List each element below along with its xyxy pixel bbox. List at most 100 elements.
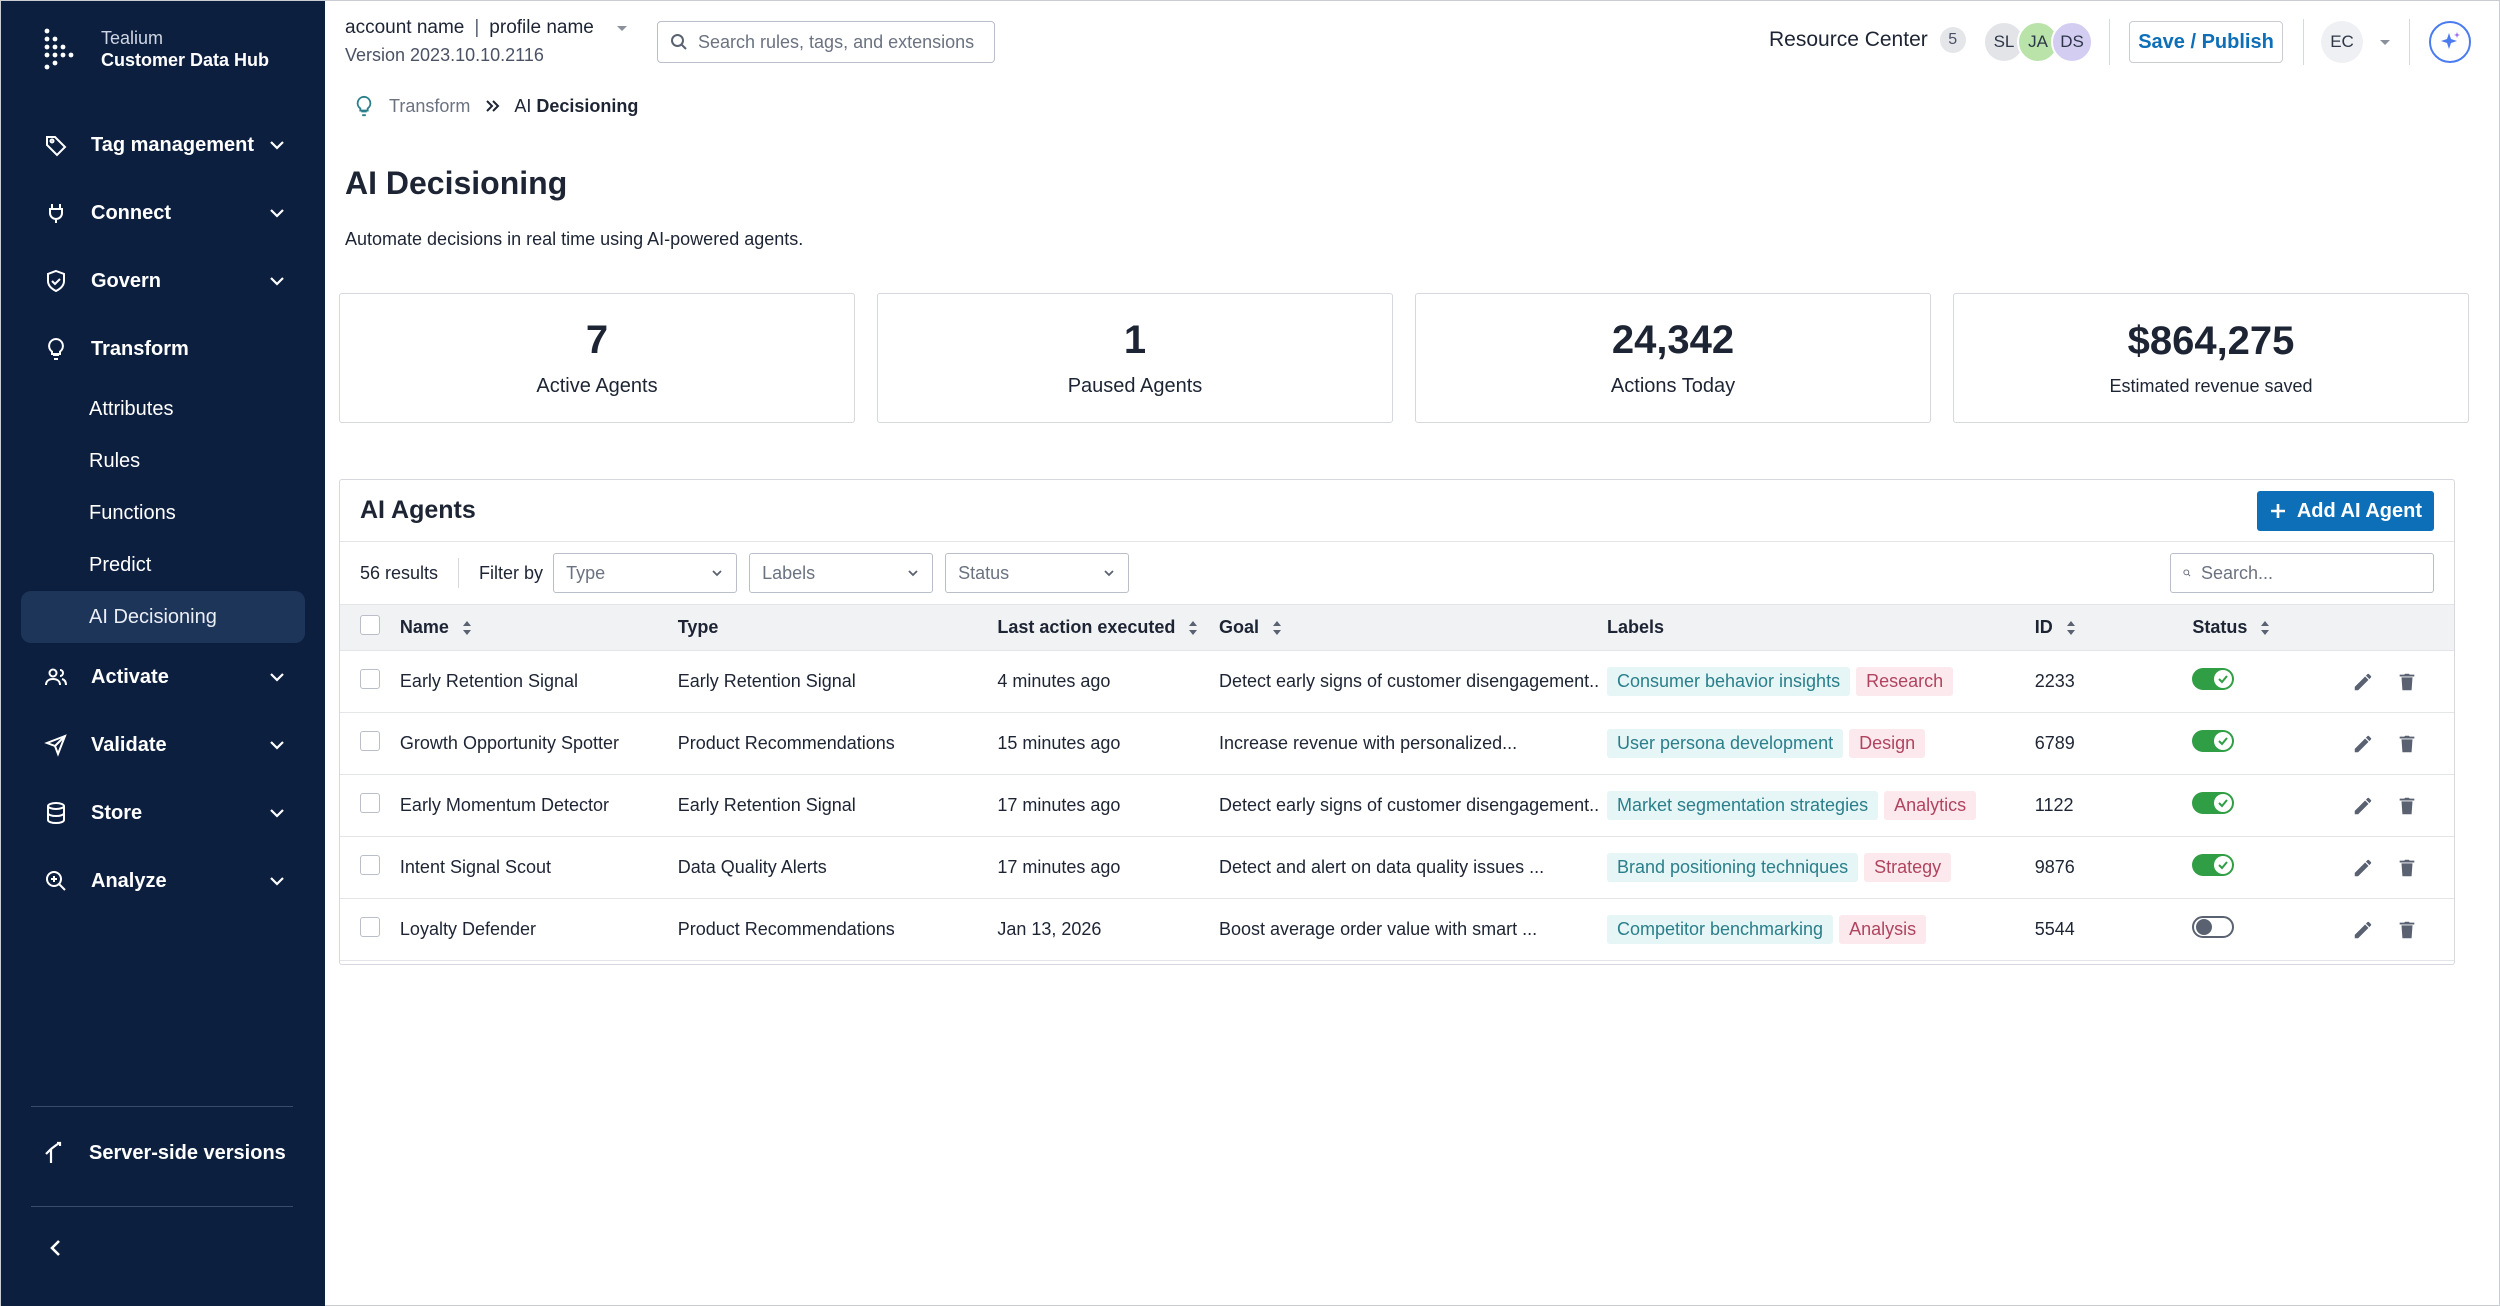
status-toggle[interactable] [2192, 854, 2235, 876]
toggle-knob [2214, 732, 2233, 750]
table-search[interactable] [2170, 553, 2434, 593]
table-row[interactable]: Growth Opportunity Spotter Product Recom… [340, 712, 2454, 775]
agent-labels: Consumer behavior insights Research [1606, 650, 2035, 713]
stat-label: Actions Today [1610, 375, 1736, 397]
sidebar-item-validate[interactable]: Validate [21, 711, 305, 779]
trash-icon[interactable] [2396, 671, 2418, 693]
sidebar-item-govern[interactable]: Govern [21, 247, 305, 315]
check-icon [2218, 799, 2229, 808]
lightbulb-icon [356, 95, 372, 117]
edit-pencil-icon[interactable] [2352, 795, 2374, 817]
sidebar-item-tag-management[interactable]: Tag management [21, 111, 305, 179]
stat-card-revenue-saved: $864,275 Estimated revenue saved [1953, 293, 2469, 423]
sidebar-item-transform[interactable]: Transform [21, 315, 305, 383]
sidebar-subitem-ai-decisioning[interactable]: AI Decisioning [21, 591, 305, 643]
column-header-id[interactable]: ID [2034, 604, 2193, 651]
edit-pencil-icon[interactable] [2352, 733, 2374, 755]
global-search-input[interactable] [698, 31, 994, 53]
resource-center-button[interactable]: Resource Center 5 [1769, 27, 1966, 53]
status-toggle[interactable] [2192, 792, 2235, 814]
account-selector[interactable]: account name | profile name Version 2023… [345, 17, 630, 66]
label-tag: Competitor benchmarking [1606, 915, 1834, 944]
chevron-down-icon [1104, 570, 1114, 577]
column-header-last-action[interactable]: Last action executed [997, 604, 1219, 651]
select-all-checkbox[interactable] [360, 615, 380, 635]
chevron-down-icon [270, 277, 284, 286]
labels-filter-select[interactable]: Labels [749, 553, 934, 593]
label-tag: Research [1856, 667, 1954, 696]
server-side-versions-link[interactable]: Server-side versions [43, 1141, 286, 1165]
agent-type: Product Recommendations [677, 898, 998, 961]
agent-labels: Brand positioning techniques Strategy [1606, 836, 2035, 899]
stat-value: 1 [1123, 318, 1147, 362]
column-header-goal[interactable]: Goal [1218, 604, 1607, 651]
agent-id: 5544 [2034, 898, 2193, 961]
panel-title: AI Agents [360, 496, 476, 524]
row-checkbox[interactable] [360, 793, 380, 813]
status-filter-value: Status [958, 562, 1010, 583]
agent-goal: Increase revenue with personalized... [1218, 712, 1607, 775]
row-checkbox[interactable] [360, 855, 380, 875]
table-row[interactable]: Loyalty Defender Product Recommendations… [340, 898, 2454, 961]
sidebar-item-activate[interactable]: Activate [21, 643, 305, 711]
agent-id: 9876 [2034, 836, 2193, 899]
brand[interactable]: Tealium Customer Data Hub [41, 27, 269, 71]
breadcrumb-transform-link[interactable]: Transform [389, 95, 471, 116]
sort-icon [2066, 620, 2075, 635]
toggle-knob [2214, 794, 2233, 812]
edit-pencil-icon[interactable] [2352, 857, 2374, 879]
sort-icon [2261, 620, 2270, 635]
column-header-name[interactable]: Name [399, 604, 678, 651]
plus-icon [2270, 504, 2285, 518]
global-search[interactable] [657, 21, 995, 63]
edit-pencil-icon[interactable] [2352, 919, 2374, 941]
row-checkbox[interactable] [360, 669, 380, 689]
sidebar-item-connect[interactable]: Connect [21, 179, 305, 247]
column-header-status[interactable]: Status [2192, 604, 2353, 651]
chevron-down-icon [270, 209, 284, 218]
sidebar-item-store[interactable]: Store [21, 779, 305, 847]
collapse-sidebar-icon[interactable] [41, 1233, 71, 1263]
labels-filter-value: Labels [762, 562, 816, 583]
type-filter-select[interactable]: Type [553, 553, 738, 593]
row-checkbox[interactable] [360, 917, 380, 937]
sidebar-subitem-predict[interactable]: Predict [89, 553, 152, 576]
agents-table: Name Type Last action executed Goal Labe… [340, 604, 2454, 961]
save-publish-button[interactable]: Save / Publish [2129, 21, 2283, 63]
agent-labels: User persona development Design [1606, 712, 2035, 775]
header-divider [2409, 19, 2410, 65]
label-tag: Brand positioning techniques [1606, 853, 1859, 882]
sidebar-item-label: Transform [91, 337, 189, 360]
sidebar-item-analyze[interactable]: Analyze [21, 847, 305, 915]
add-ai-agent-button[interactable]: Add AI Agent [2256, 491, 2434, 531]
agent-labels: Market segmentation strategies Analytics [1606, 774, 2035, 837]
edit-pencil-icon[interactable] [2352, 671, 2374, 693]
table-row[interactable]: Early Momentum Detector Early Retention … [340, 774, 2454, 837]
toggle-knob [2196, 919, 2213, 935]
table-row[interactable]: Intent Signal Scout Data Quality Alerts … [340, 836, 2454, 899]
status-filter-select[interactable]: Status [945, 553, 1130, 593]
avatar[interactable]: DS [2051, 21, 2093, 63]
user-menu[interactable]: EC [2321, 21, 2393, 63]
sidebar-subitem-attributes[interactable]: Attributes [89, 397, 174, 420]
table-search-input[interactable] [2201, 562, 2433, 584]
trash-icon[interactable] [2396, 857, 2418, 879]
row-checkbox[interactable] [360, 731, 380, 751]
trash-icon[interactable] [2396, 733, 2418, 755]
column-header-type: Type [677, 604, 998, 651]
trash-icon[interactable] [2396, 919, 2418, 941]
ai-assistant-button[interactable] [2429, 21, 2471, 63]
table-row[interactable]: Early Retention Signal Early Retention S… [340, 650, 2454, 713]
sort-icon [1189, 620, 1198, 635]
trash-icon[interactable] [2396, 795, 2418, 817]
header-divider [2303, 19, 2304, 65]
status-toggle[interactable] [2192, 916, 2235, 938]
users-icon [43, 664, 69, 690]
sidebar-subitem-rules[interactable]: Rules [89, 449, 141, 472]
status-toggle[interactable] [2192, 730, 2235, 752]
sidebar-subitem-functions[interactable]: Functions [89, 501, 176, 524]
chevron-down-icon [270, 877, 284, 886]
status-toggle[interactable] [2192, 668, 2235, 690]
agent-last-action: 4 minutes ago [997, 650, 1219, 713]
account-separator: | [474, 17, 480, 38]
